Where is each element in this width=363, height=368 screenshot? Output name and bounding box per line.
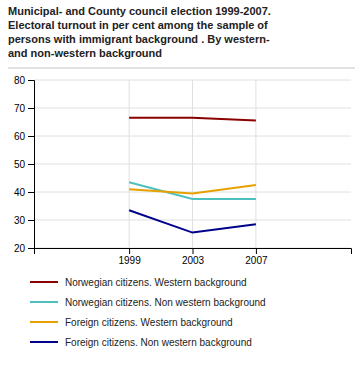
tick-label: 40	[14, 187, 26, 198]
plot: 1999 2003 2007 20 30 40 50 60 70 80	[14, 75, 352, 266]
tick: 1999	[118, 248, 141, 266]
legend-swatch	[30, 341, 58, 343]
series-line	[129, 185, 256, 193]
tick-mark	[28, 108, 34, 109]
tick-label: 2007	[245, 255, 268, 266]
title-line: persons with immigrant background . By w…	[8, 33, 270, 45]
x-axis: 1999 2003 2007	[35, 248, 352, 266]
tick-label: 50	[14, 159, 26, 170]
chart: Municipal- and County council election 1…	[0, 0, 363, 368]
separator	[8, 68, 355, 69]
tick-mark	[28, 164, 34, 165]
tick-mark	[28, 136, 34, 137]
series-line	[129, 118, 256, 121]
y-axis: 20 30 40 50 60 70 80	[14, 75, 35, 254]
legend-swatch	[30, 321, 58, 323]
title: Municipal- and County council election 1…	[8, 5, 271, 59]
legend-swatch	[30, 281, 58, 283]
axis-line	[28, 81, 35, 249]
legend-label: Foreign citizens. Non western background	[65, 337, 252, 348]
grid-line	[192, 80, 193, 248]
title-line: and non-western background	[8, 47, 162, 59]
tick-label: 70	[14, 103, 26, 114]
tick: 50	[14, 159, 34, 170]
grid-line	[129, 80, 130, 248]
tick: 20	[14, 243, 34, 254]
tick-label: 2003	[182, 255, 205, 266]
series-line	[129, 182, 256, 199]
tick-mark	[129, 248, 130, 254]
legend: Norwegian citizens. Western background No…	[30, 277, 266, 348]
lines	[129, 118, 256, 233]
title-line: Municipal- and County council election 1…	[8, 5, 271, 17]
legend-label: Foreign citizens. Western background	[65, 317, 233, 328]
tick-label: 30	[14, 215, 26, 226]
tick-mark	[193, 248, 194, 254]
axis-line	[35, 249, 352, 255]
tick: 70	[14, 103, 34, 114]
tick: 2003	[182, 248, 205, 266]
legend-label: Norwegian citizens. Western background	[65, 277, 247, 288]
grid-line	[255, 80, 256, 248]
tick-mark	[28, 192, 34, 193]
tick-label: 80	[14, 75, 26, 86]
tick-label: 1999	[118, 255, 141, 266]
series-line	[129, 210, 256, 232]
tick-mark	[28, 248, 34, 249]
title-line: Electoral turnout in per cent among the …	[8, 19, 268, 31]
tick: 80	[14, 75, 34, 86]
tick: 30	[14, 215, 34, 226]
tick-label: 20	[14, 243, 26, 254]
legend-label: Norwegian citizens. Non western backgrou…	[65, 297, 266, 308]
tick-mark	[28, 80, 34, 81]
tick: 60	[14, 131, 34, 142]
tick-mark	[28, 220, 34, 221]
tick: 40	[14, 187, 34, 198]
legend-swatch	[30, 301, 58, 303]
tick-mark	[256, 248, 257, 254]
grid	[34, 80, 351, 248]
tick: 2007	[245, 248, 268, 266]
tick-label: 60	[14, 131, 26, 142]
